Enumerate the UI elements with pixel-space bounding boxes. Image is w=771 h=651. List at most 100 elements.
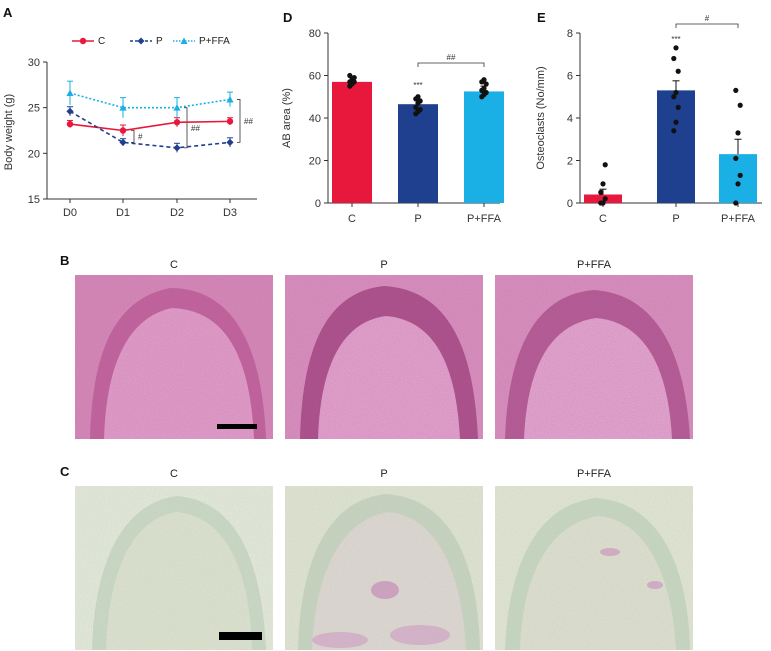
data-dot (675, 68, 681, 74)
significance-bracket (131, 130, 135, 143)
data-dot (675, 104, 681, 110)
panel-a-x-tick-label: D0 (63, 207, 77, 219)
data-dot (417, 106, 423, 113)
panel-a-x-tick-label: D3 (223, 207, 237, 219)
data-dot (733, 155, 739, 161)
scale-bar (217, 424, 257, 429)
panel-e-y-tick-label: 2 (567, 156, 573, 168)
data-point-c (119, 127, 127, 134)
significance-bracket (675, 23, 739, 28)
data-point-p (173, 144, 181, 152)
data-dot (735, 181, 741, 187)
panel-a-legend: C P P+FFA (72, 36, 230, 47)
panel-d-y-tick-label: 60 (309, 71, 321, 83)
panel-c-title-pffa: P+FFA (577, 468, 612, 480)
data-dot (733, 200, 739, 206)
bar-p (398, 104, 438, 203)
panel-d-bar-chart: AB area (%) 0 20 40 60 80 C P P+FFA *** ## (281, 28, 504, 225)
scale-bar (219, 632, 262, 640)
data-dot (602, 196, 608, 202)
panel-e-y-tick-label: 0 (567, 198, 573, 210)
panel-letter-e: E (537, 10, 546, 25)
data-point-p (66, 107, 74, 115)
data-dot (600, 181, 606, 187)
significance-mark: # (705, 14, 710, 23)
significance-mark: ## (191, 124, 200, 133)
significance-mark: ## (447, 53, 456, 62)
micrograph-c-c (75, 486, 273, 650)
data-point-pffa (119, 104, 127, 111)
panel-a-y-tick-label: 20 (28, 148, 40, 160)
micrograph-c-p (285, 486, 483, 650)
series-line-pffa (69, 92, 231, 109)
data-point-pffa (173, 104, 181, 111)
data-dot (671, 94, 677, 100)
legend-marker-p (137, 37, 145, 45)
data-dot (481, 85, 487, 91)
panel-c-micrographs: C P P+FFA (75, 468, 693, 650)
significance-stars: *** (671, 35, 680, 44)
panel-e-x-tick-label: C (599, 213, 607, 225)
panel-a-x-tick-label: D2 (170, 207, 184, 219)
panel-b-title-p: P (380, 259, 387, 271)
data-dot (673, 45, 679, 51)
legend-marker-pffa (180, 37, 188, 44)
data-dot (673, 89, 679, 96)
bar-p (657, 90, 695, 203)
bar-c (332, 81, 372, 203)
panel-a-x-tick-label: D1 (116, 207, 130, 219)
panel-b-title-c: C (170, 259, 178, 271)
bar-pffa (719, 154, 757, 203)
micrograph-c-pffa (495, 486, 693, 650)
micrograph-b-p (285, 275, 483, 439)
significance-bracket (237, 99, 241, 143)
data-dot (671, 128, 677, 134)
data-point-p (119, 138, 127, 146)
panel-e-y-tick-label: 6 (567, 71, 573, 83)
panel-e-x-tick-label: P+FFA (721, 213, 756, 225)
micrograph-b-pffa (495, 275, 693, 439)
data-point-c (173, 119, 181, 126)
panel-d-y-tick-label: 80 (309, 28, 321, 40)
panel-letter-b: B (60, 253, 69, 268)
panel-d-y-label: AB area (%) (281, 88, 293, 148)
panel-a-y-tick-label: 15 (28, 194, 40, 206)
data-dot (483, 81, 489, 87)
significance-mark: ## (244, 117, 253, 126)
data-point-p (226, 138, 234, 146)
panel-d-x-tick-label: C (348, 213, 356, 225)
data-dot (733, 87, 739, 93)
significance-bracket (184, 107, 188, 149)
panel-d-y-tick-label: 20 (309, 156, 321, 168)
data-dot (673, 119, 679, 125)
panel-c-title-p: P (380, 468, 387, 480)
data-dot (737, 172, 743, 178)
data-dot (481, 77, 487, 83)
micrograph-b-c (75, 275, 273, 439)
legend-marker-c (79, 37, 87, 45)
data-point-pffa (66, 89, 74, 97)
panel-e-x-tick-label: P (672, 213, 679, 225)
significance-mark: # (138, 132, 143, 141)
data-dot (413, 104, 419, 110)
legend-label-p: P (156, 36, 163, 47)
legend-label-c: C (98, 36, 105, 47)
legend-label-pffa: P+FFA (199, 36, 230, 47)
data-dot (671, 55, 677, 62)
panel-a-y-tick-label: 30 (28, 57, 40, 69)
data-dot (351, 75, 357, 81)
panel-letter-d: D (283, 10, 292, 25)
significance-stars: *** (413, 81, 422, 90)
data-dot (415, 94, 421, 100)
data-dot (602, 162, 608, 168)
panel-letter-c: C (60, 464, 70, 479)
data-dot (735, 130, 741, 136)
significance-bracket (417, 62, 485, 67)
panel-d-y-tick-label: 40 (309, 113, 321, 125)
data-dot (483, 89, 489, 96)
panel-a-y-label: Body weight (g) (3, 94, 15, 170)
panel-letter-a: A (3, 5, 13, 20)
panel-e-y-tick-label: 4 (567, 113, 573, 125)
